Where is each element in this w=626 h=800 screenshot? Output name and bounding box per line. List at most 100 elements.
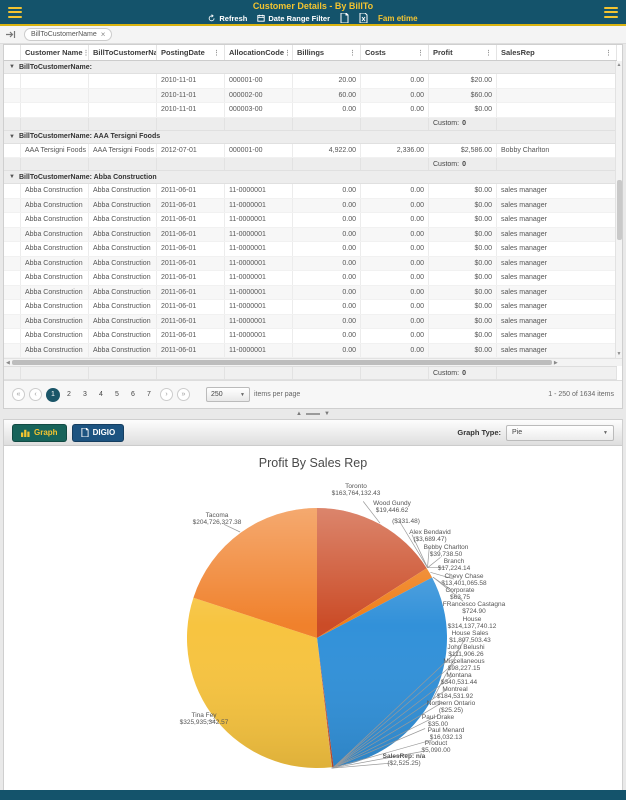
table-cell: 11-0000001 — [225, 300, 293, 314]
page-number-button[interactable]: 4 — [99, 390, 103, 398]
table-row[interactable]: Abba Construction Abba Construction 2011-0… — [4, 213, 617, 228]
column-menu-icon[interactable]: ⋮ — [485, 49, 492, 57]
column-menu-icon[interactable]: ⋮ — [417, 49, 424, 57]
table-row[interactable]: Abba Construction Abba Construction 2011-0… — [4, 256, 617, 271]
column-header[interactable]: Customer Name ⋮ — [21, 45, 89, 60]
group-chip[interactable]: BillToCustomerName × — [24, 28, 113, 41]
scrollbar-thumb[interactable] — [11, 360, 552, 365]
table-cell: Abba Construction — [89, 256, 157, 270]
left-menu-icon[interactable] — [8, 6, 22, 18]
table-cell: 0.00 — [293, 285, 361, 299]
table-cell: 2010-11-01 — [157, 103, 225, 117]
column-menu-icon[interactable]: ⋮ — [605, 49, 612, 57]
table-cell: 0.00 — [361, 271, 429, 285]
table-cell: Abba Construction — [21, 184, 89, 198]
graph-button[interactable]: Graph — [12, 423, 67, 442]
table-row[interactable]: Abba Construction Abba Construction 2011-0… — [4, 300, 617, 315]
aggregate-value: 0 — [462, 160, 466, 168]
chevron-down-icon[interactable]: ▼ — [9, 133, 15, 140]
right-menu-icon[interactable] — [604, 6, 618, 18]
group-toggle-column — [4, 45, 21, 60]
column-menu-icon[interactable]: ⋮ — [349, 49, 356, 57]
export-excel-icon[interactable] — [359, 13, 368, 23]
page-size-select[interactable]: 250 ▼ — [206, 387, 250, 402]
aggregate-label: Custom: — [433, 120, 460, 127]
group-header-row[interactable]: ▼ BillToCustomerName: AAA Tersigni Foods — [4, 130, 617, 144]
table-cell: AAA Tersigni Foods — [89, 143, 157, 157]
column-header[interactable]: PostingDate ⋮ — [157, 45, 225, 60]
column-header[interactable]: AllocationCode ⋮ — [225, 45, 293, 60]
table-cell: 0.00 — [361, 242, 429, 256]
page-number-button[interactable]: 1 — [46, 387, 60, 402]
chevron-down-icon[interactable]: ▼ — [9, 64, 15, 70]
horizontal-scrollbar[interactable]: ◀ ▶ — [4, 358, 622, 366]
table-row[interactable]: 2010-11-01 000001-00 20.00 0.00 $20.00 — [4, 74, 617, 89]
column-header[interactable]: Costs ⋮ — [361, 45, 429, 60]
group-header-row[interactable]: ▼ BillToCustomerName: Abba Construction — [4, 171, 617, 184]
group-header-row[interactable]: ▼ BillToCustomerName: — [4, 61, 617, 74]
table-row[interactable]: Abba Construction Abba Construction 2011-0… — [4, 242, 617, 257]
scroll-right-icon[interactable]: ▶ — [553, 359, 558, 366]
first-page-button[interactable]: « — [12, 388, 25, 401]
table-cell: 0.00 — [293, 103, 361, 117]
close-icon[interactable]: × — [100, 29, 106, 39]
table-row[interactable]: Abba Construction Abba Construction 2011-0… — [4, 184, 617, 199]
chevron-down-icon[interactable]: ▼ — [9, 174, 15, 180]
column-menu-icon[interactable]: ⋮ — [284, 49, 292, 57]
date-range-filter-button[interactable]: Date Range Filter — [257, 14, 330, 23]
graph-type-select[interactable]: Pie ▼ — [506, 424, 614, 441]
table-row[interactable]: Abba Construction Abba Construction 2011-0… — [4, 285, 617, 300]
page-number-button[interactable]: 2 — [67, 390, 71, 398]
label-leader-line — [411, 534, 428, 568]
table-row[interactable]: Abba Construction Abba Construction 2011-0… — [4, 271, 617, 286]
table-cell: 2011-06-01 — [157, 256, 225, 270]
table-row[interactable]: 2010-11-01 000002-00 60.00 0.00 $60.00 — [4, 88, 617, 103]
brand-label[interactable]: Fam etime — [378, 13, 418, 23]
panel-splitter[interactable]: ▲ ▼ — [0, 409, 626, 419]
page-size-value: 250 — [211, 391, 223, 398]
grid-body: ▼ BillToCustomerName: 2010-11-01 000001-00 2… — [4, 61, 622, 358]
collapse-up-icon[interactable]: ▲ — [296, 411, 302, 417]
column-menu-icon[interactable]: ⋮ — [82, 49, 89, 57]
table-row[interactable]: Abba Construction Abba Construction 2011-0… — [4, 329, 617, 344]
column-header[interactable]: BillToCustomerName⋮ — [89, 45, 157, 60]
label-leader-line — [223, 523, 241, 533]
digio-button[interactable]: DIGIO — [71, 423, 125, 442]
table-cell: sales manager — [497, 329, 617, 343]
table-cell: Abba Construction — [89, 184, 157, 198]
scroll-down-icon[interactable]: ▼ — [616, 351, 622, 357]
table-row[interactable]: Abba Construction Abba Construction 2011-0… — [4, 227, 617, 242]
column-header[interactable]: Billings ⋮ — [293, 45, 361, 60]
scroll-up-icon[interactable]: ▲ — [616, 62, 622, 68]
splitter-handle[interactable] — [306, 413, 320, 415]
table-row[interactable]: Abba Construction Abba Construction 2011-0… — [4, 314, 617, 329]
page-number-button[interactable]: 7 — [147, 390, 151, 398]
refresh-button[interactable]: Refresh — [208, 14, 247, 23]
calendar-icon — [257, 14, 266, 22]
table-row[interactable]: 2010-11-01 000003-00 0.00 0.00 $0.00 — [4, 103, 617, 118]
table-row[interactable]: Abba Construction Abba Construction 2011-0… — [4, 343, 617, 358]
column-header[interactable]: SalesRep ⋮ — [497, 45, 617, 60]
export-pdf-icon[interactable] — [340, 13, 349, 23]
scrollbar-thumb[interactable] — [616, 179, 622, 240]
prev-page-button[interactable]: ‹ — [29, 388, 42, 401]
collapse-down-icon[interactable]: ▼ — [324, 411, 330, 417]
pie-slice-label: Montana $340,531.44 — [441, 672, 478, 686]
scroll-left-icon[interactable]: ◀ — [6, 359, 10, 366]
page-number-button[interactable]: 6 — [131, 390, 135, 398]
group-chip-label: BillToCustomerName — [31, 31, 97, 38]
table-row[interactable]: AAA Tersigni Foods AAA Tersigni Foods 2012… — [4, 143, 617, 158]
page-number-button[interactable]: 5 — [115, 390, 119, 398]
column-menu-icon[interactable]: ⋮ — [213, 49, 220, 57]
last-page-button[interactable]: » — [177, 388, 190, 401]
next-page-button[interactable]: › — [160, 388, 173, 401]
pie-slice-label: ($331.48) — [392, 518, 420, 525]
label-leader-line — [331, 675, 454, 769]
group-panel: BillToCustomerName × — [0, 26, 626, 44]
column-header[interactable]: Profit ⋮ — [429, 45, 497, 60]
table-cell: sales manager — [497, 285, 617, 299]
page-number-button[interactable]: 3 — [83, 390, 87, 398]
collapse-panel-icon[interactable] — [6, 30, 16, 39]
table-row[interactable]: Abba Construction Abba Construction 2011-0… — [4, 198, 617, 213]
vertical-scrollbar[interactable]: ▲ ▼ — [615, 61, 622, 358]
